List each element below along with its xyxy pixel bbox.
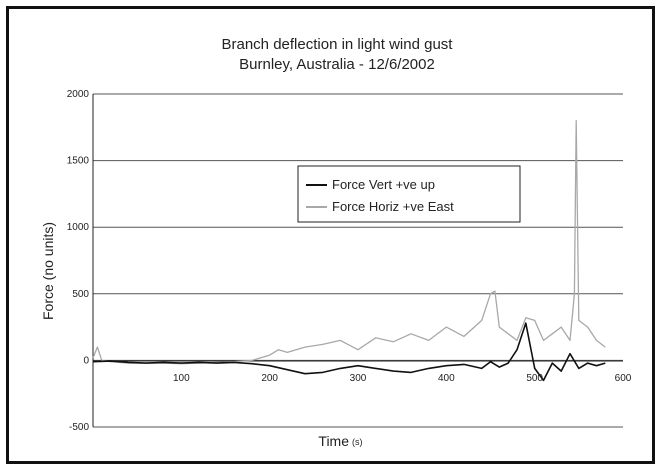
x-tick-labels: 100 200 300 400 500 600 xyxy=(173,373,632,384)
x-tick-label: 400 xyxy=(438,373,455,384)
chart-frame: Branch deflection in light wind gust Bur… xyxy=(6,6,655,464)
y-axis-label: Force (no units) xyxy=(40,222,56,320)
chart-subtitle: Burnley, Australia - 12/6/2002 xyxy=(239,56,435,73)
line-chart: Branch deflection in light wind gust Bur… xyxy=(40,36,632,449)
y-tick-label: -500 xyxy=(69,422,89,433)
x-axis-unit: (s) xyxy=(352,437,363,447)
x-axis-label: Time xyxy=(318,433,349,449)
y-tick-label: 0 xyxy=(83,355,89,366)
x-tick-label: 500 xyxy=(526,373,543,384)
y-tick-labels: -500 0 500 1000 1500 2000 xyxy=(67,89,90,433)
legend-box xyxy=(297,165,521,223)
legend-label-vert: Force Vert +ve up xyxy=(332,177,435,192)
y-tick-label: 2000 xyxy=(67,89,90,100)
series-line-force-horiz xyxy=(92,119,606,365)
y-tick-label: 1500 xyxy=(67,156,90,167)
x-tick-label: 600 xyxy=(615,373,632,384)
legend-label-horiz: Force Horiz +ve East xyxy=(332,199,454,214)
x-tick-label: 300 xyxy=(350,373,367,384)
x-tick-label: 100 xyxy=(173,373,190,384)
legend: Force Vert +ve up Force Horiz +ve East xyxy=(297,165,521,223)
y-tick-label: 1000 xyxy=(67,222,90,233)
x-tick-label: 200 xyxy=(261,373,278,384)
chart-title: Branch deflection in light wind gust xyxy=(222,36,454,53)
gridlines xyxy=(93,93,623,428)
y-tick-label: 500 xyxy=(72,289,89,300)
series-line-force-vert xyxy=(92,322,606,382)
series-lines xyxy=(92,119,606,382)
